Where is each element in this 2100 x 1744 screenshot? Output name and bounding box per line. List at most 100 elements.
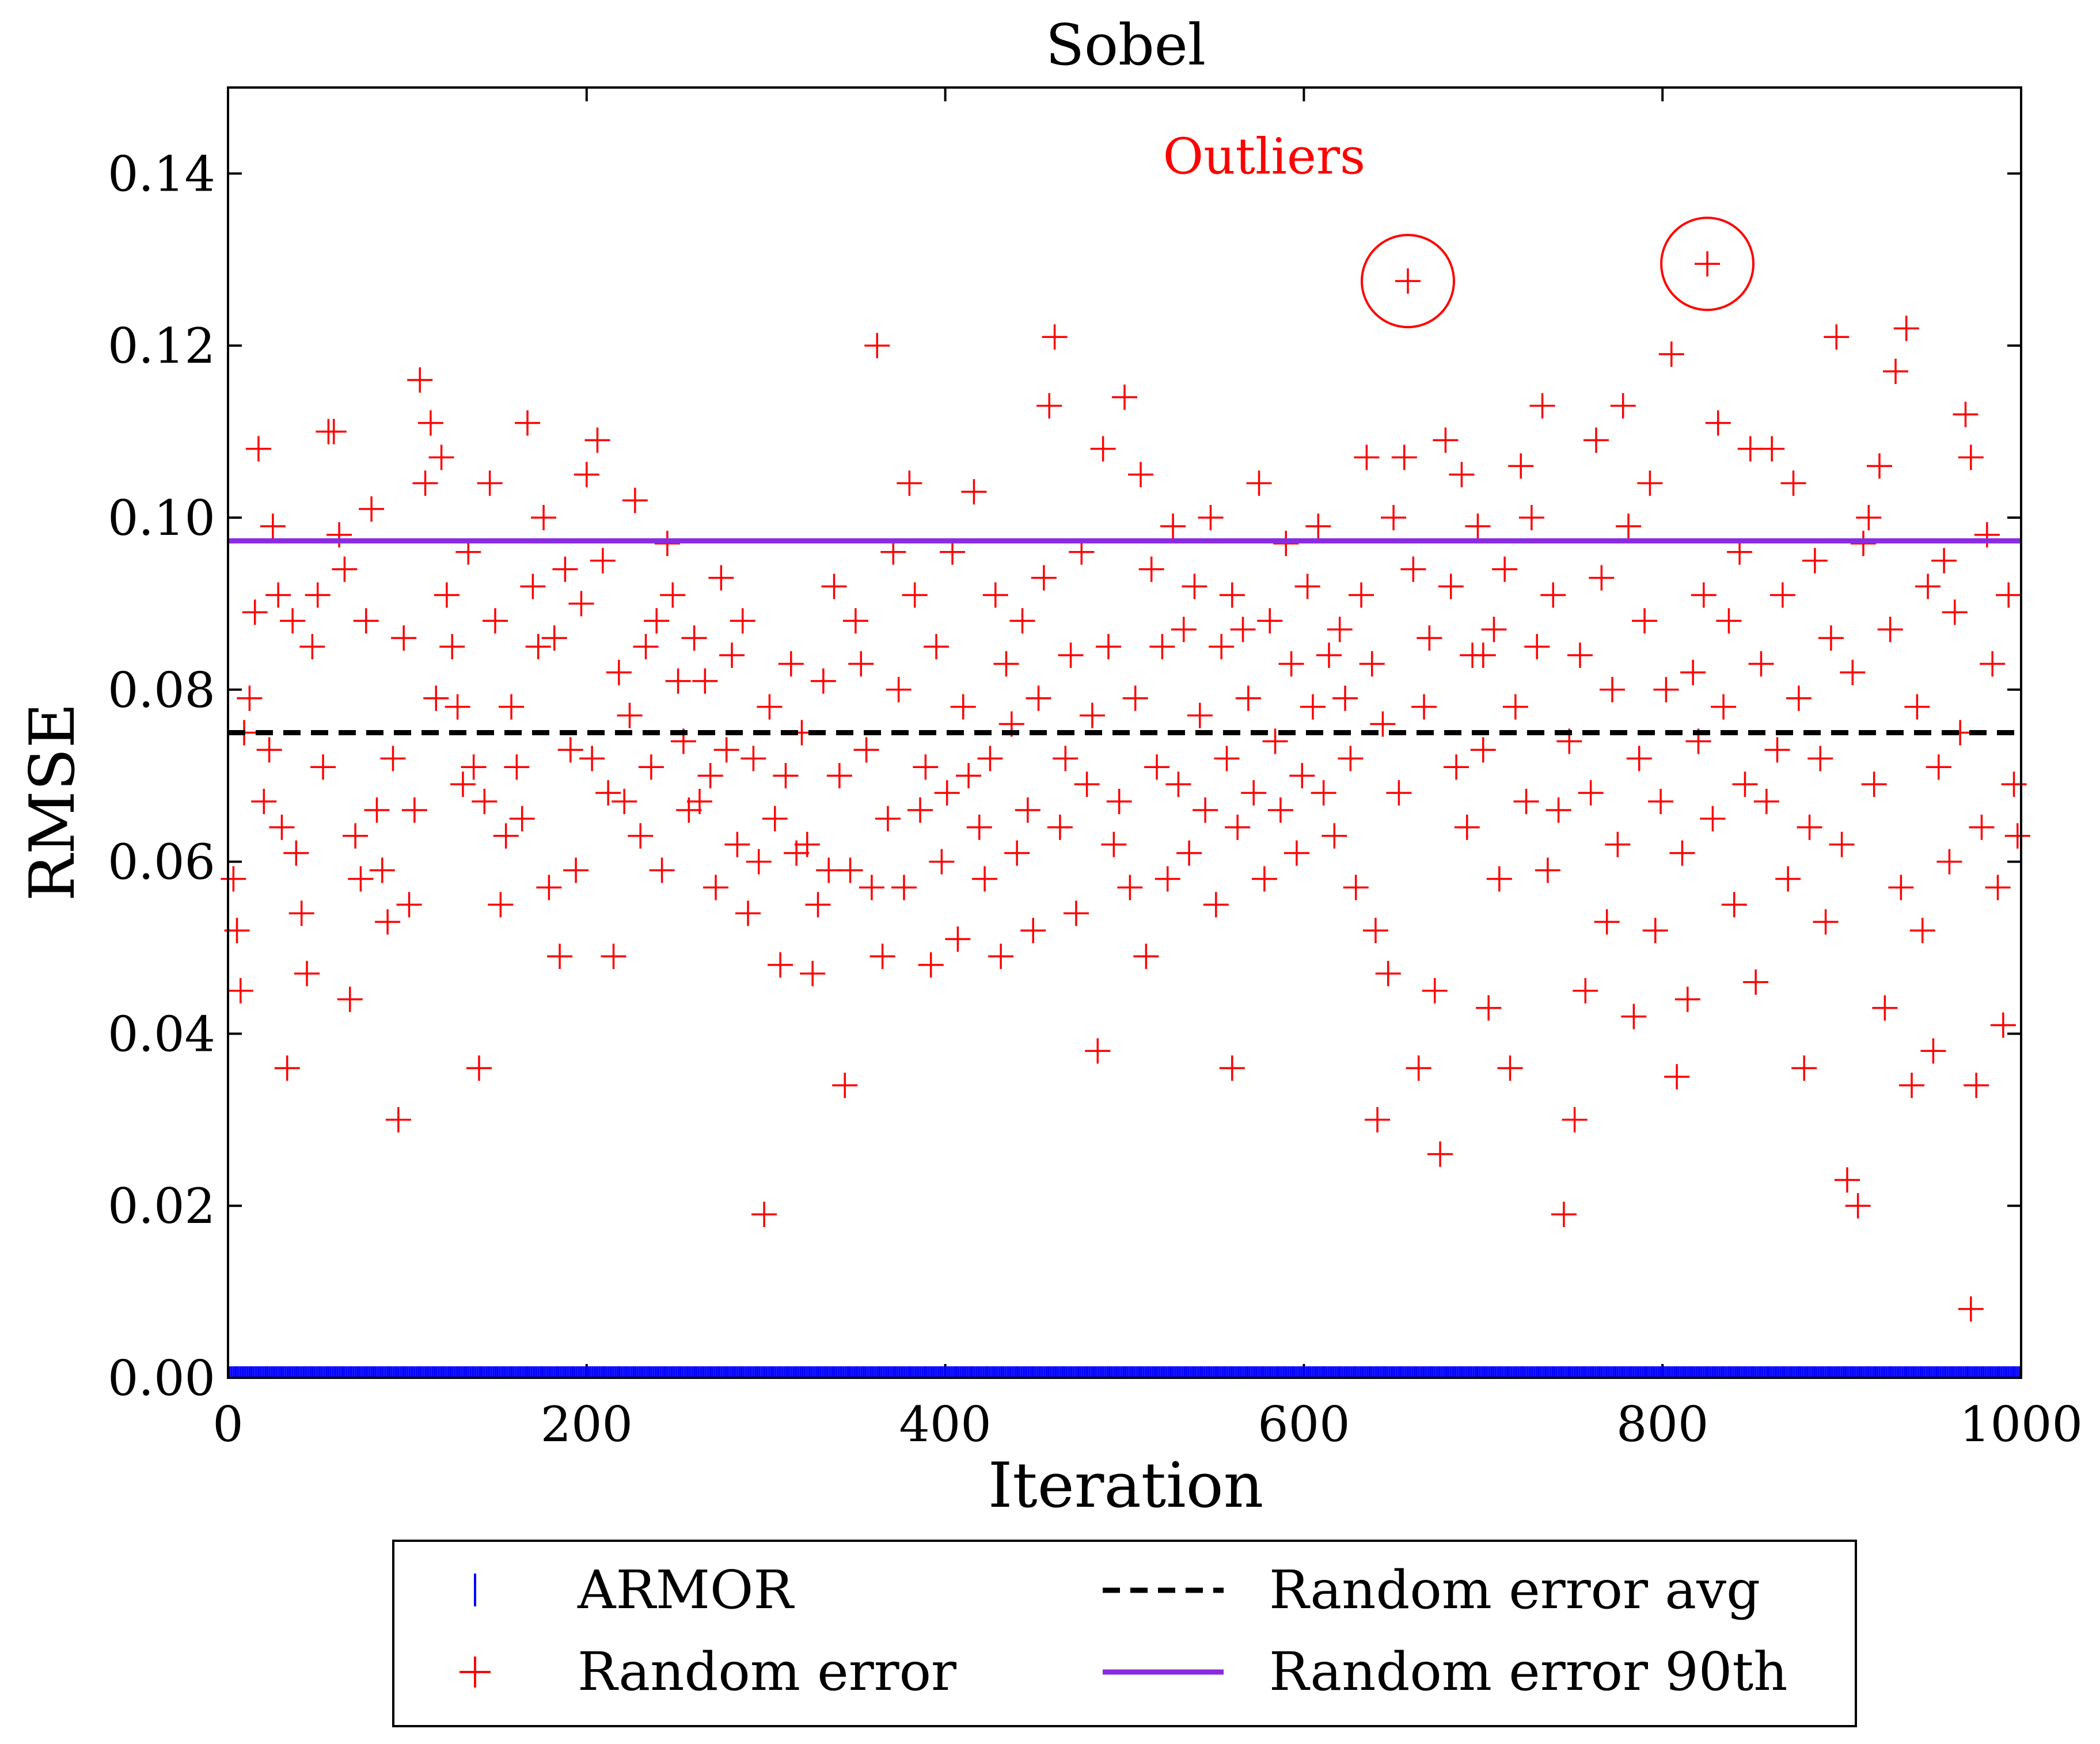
random-error-point [574, 462, 599, 488]
random-error-point [1149, 634, 1175, 660]
random-error-point [294, 960, 320, 986]
random-error-point [1780, 470, 1806, 496]
random-error-point [1327, 617, 1353, 643]
random-error-point [1332, 685, 1358, 711]
random-error-point [1926, 754, 1951, 780]
random-error-point [525, 634, 551, 660]
random-error-point [810, 668, 836, 694]
random-error-point [1069, 539, 1095, 565]
random-error-point [1743, 969, 1769, 995]
random-error-point [805, 892, 831, 918]
random-error-point [1797, 814, 1822, 840]
random-error-point [1573, 978, 1598, 1004]
y-tick-label-3: 0.06 [108, 834, 215, 891]
random-error-point [1518, 505, 1544, 530]
random-error-point [1438, 573, 1464, 599]
x-tick-label-0: 0 [212, 1396, 243, 1453]
random-error-point [1214, 746, 1240, 772]
random-error-point [1513, 789, 1539, 815]
random-error-point [1138, 556, 1164, 582]
random-error-point [1486, 866, 1512, 892]
random-error-point [417, 410, 443, 436]
random-error-point [391, 625, 417, 651]
random-error-point [1198, 505, 1224, 530]
random-error-point [1616, 513, 1642, 539]
random-error-point [1899, 1073, 1925, 1099]
random-error-point [945, 926, 971, 952]
random-error-point [1316, 643, 1342, 668]
random-error-point [1391, 444, 1417, 470]
random-error-point [265, 582, 291, 608]
random-error-point [1349, 582, 1374, 608]
random-error-point [622, 488, 648, 514]
random-error-point [1074, 772, 1100, 797]
random-error-point [461, 754, 487, 780]
random-error-point [794, 831, 820, 857]
random-error-point [305, 582, 331, 608]
random-error-point [242, 599, 268, 625]
random-error-point [1953, 401, 1979, 427]
random-error-point [321, 419, 347, 444]
random-error-point [1063, 901, 1089, 926]
random-error-point [832, 1073, 858, 1099]
y-tick-labels: 0.00 0.02 0.04 0.06 0.08 0.10 0.12 0.14 [108, 146, 215, 1407]
random-error-point [1289, 763, 1315, 789]
random-error-point [1209, 634, 1235, 660]
random-error-point [1283, 840, 1309, 866]
random-error-point [859, 875, 884, 901]
x-tick-label-5: 1000 [1960, 1396, 2083, 1453]
random-error-point [1562, 1107, 1588, 1133]
random-error-point [1246, 470, 1272, 496]
random-error-point [364, 797, 390, 823]
random-error-point [1300, 694, 1326, 720]
random-error-point [343, 823, 369, 849]
random-error-point [633, 634, 659, 660]
random-error-point [1171, 617, 1197, 643]
random-error-point [1321, 823, 1347, 849]
random-error-point [837, 857, 863, 883]
random-error-point [353, 608, 379, 634]
random-error-point [1840, 659, 1866, 685]
random-error-point [1004, 840, 1030, 866]
random-error-point [1594, 909, 1620, 935]
random-error-point [681, 625, 707, 651]
random-error-point [274, 1055, 300, 1081]
random-error-point [1020, 918, 1046, 944]
random-error-point [515, 410, 541, 436]
random-error-point [1540, 582, 1566, 608]
random-error-point [869, 943, 895, 969]
random-error-point [1737, 436, 1763, 462]
x-tick-labels: 0 200 400 600 800 1000 [212, 1396, 2083, 1453]
random-error-point [369, 857, 395, 883]
random-error-point [703, 875, 729, 901]
random-error-point [1343, 875, 1369, 901]
random-error-point [601, 943, 626, 969]
random-error-point [842, 608, 868, 634]
random-error-point [1454, 814, 1480, 840]
random-error-point [1727, 539, 1753, 565]
random-error-point [1406, 1055, 1431, 1081]
random-error-point [778, 651, 804, 677]
random-error-point [1235, 685, 1261, 711]
random-error-point [880, 539, 906, 565]
random-error-point [757, 694, 783, 720]
random-error-point [1015, 797, 1040, 823]
x-axis-label: Iteration [988, 1450, 1264, 1522]
random-error-point [638, 754, 664, 780]
random-error-point [520, 573, 546, 599]
random-error-point [821, 573, 847, 599]
random-error-point [1047, 814, 1073, 840]
random-error-point [1958, 444, 1984, 470]
random-error-point [1165, 772, 1191, 797]
random-error-point [1759, 436, 1785, 462]
random-error-point [1354, 444, 1380, 470]
random-error-point [1786, 685, 1812, 711]
random-error-point [477, 470, 503, 496]
random-error-point [1658, 341, 1684, 367]
random-error-point [1829, 831, 1855, 857]
random-error-point [595, 780, 621, 806]
random-error-point [1691, 582, 1717, 608]
random-error-point [934, 780, 960, 806]
x-tick-label-1: 200 [541, 1396, 633, 1453]
random-error-point [1470, 643, 1496, 668]
